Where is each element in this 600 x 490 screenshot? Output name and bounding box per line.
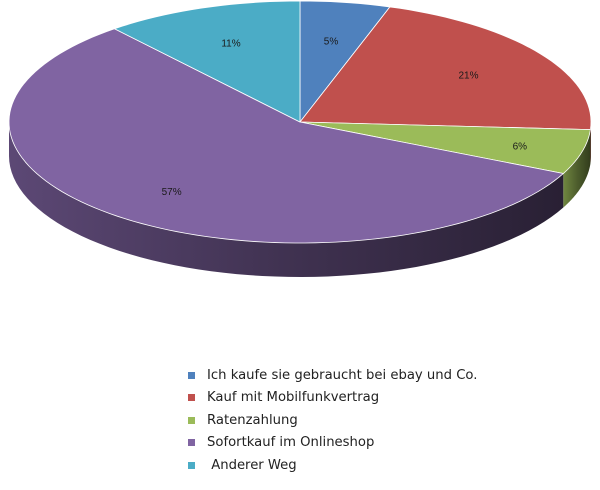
pie-slices [8, 0, 592, 244]
pie-slice-side [9, 122, 564, 277]
legend-swatch [188, 416, 195, 424]
legend-item: Kauf mit Mobilfunkvertrag [188, 387, 568, 410]
legend-label: Ich kaufe sie gebraucht bei ebay und Co. [207, 367, 478, 383]
legend-item: Ratenzahlung [188, 409, 568, 432]
pie-slice [299, 121, 591, 174]
legend-label: Ratenzahlung [207, 412, 298, 428]
slice-value-label: 11% [221, 38, 240, 49]
pie-slice [114, 0, 301, 123]
legend-label: Anderer Weg [207, 457, 297, 473]
chart-legend: Ich kaufe sie gebraucht bei ebay und Co.… [188, 364, 568, 477]
legend-item: Anderer Weg [188, 454, 568, 477]
pie-slice [8, 28, 564, 244]
legend-item: Sofortkauf im Onlineshop [188, 432, 568, 455]
pie-slice-side [590, 122, 591, 164]
legend-swatch [188, 394, 195, 402]
slice-value-label: 57% [162, 187, 182, 198]
legend-swatch [188, 371, 195, 379]
pie-slice [299, 0, 391, 123]
slice-value-label: 6% [513, 142, 528, 153]
legend-swatch [188, 461, 195, 469]
legend-item: Ich kaufe sie gebraucht bei ebay und Co. [188, 364, 568, 387]
legend-label: Kauf mit Mobilfunkvertrag [207, 390, 380, 406]
slice-value-label: 5% [324, 37, 339, 48]
slice-value-label: 21% [458, 70, 478, 81]
legend-swatch [188, 439, 195, 447]
pie-slice [299, 6, 592, 130]
legend-label: Sofortkauf im Onlineshop [207, 435, 375, 451]
data-labels: 5% 21% 6% 57% 11% [162, 37, 528, 198]
